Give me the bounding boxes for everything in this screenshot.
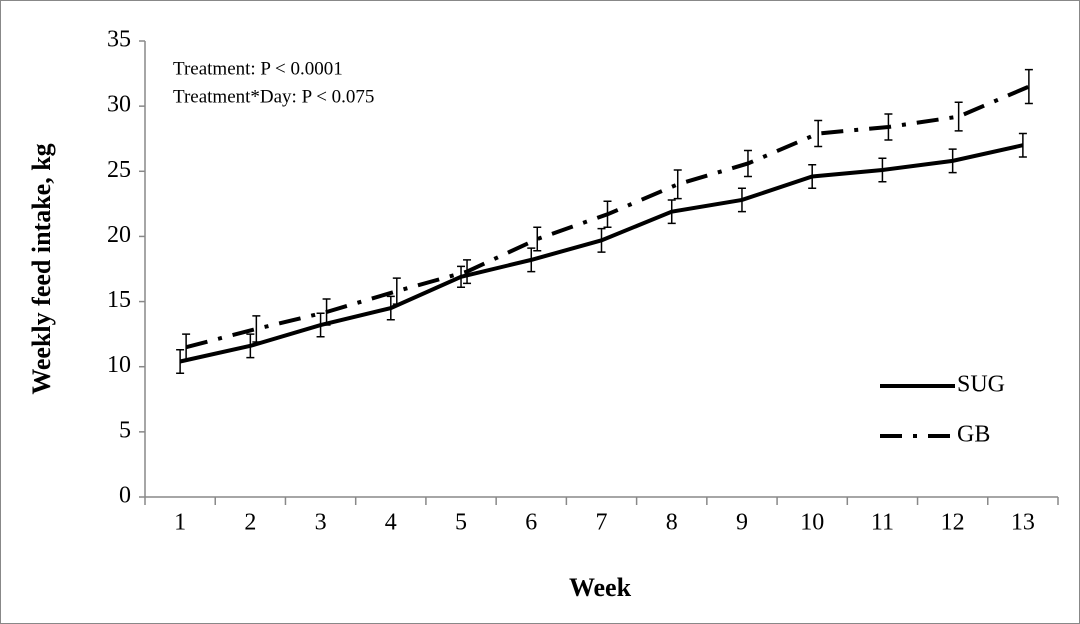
y-tick-label: 20: [107, 222, 131, 248]
x-tick-label: 2: [244, 510, 256, 536]
y-tick-label: 35: [107, 27, 131, 53]
x-tick-label: 7: [596, 510, 608, 536]
y-tick-label: 30: [107, 92, 131, 118]
y-tick-label: 5: [119, 417, 131, 443]
error-bar: [252, 315, 261, 343]
series-line: [179, 143, 1024, 364]
y-tick-label: 15: [107, 287, 131, 313]
y-tick-label: 25: [107, 157, 131, 183]
error-bar: [182, 333, 191, 361]
x-tick-label: 1: [174, 510, 186, 536]
error-bar: [1024, 68, 1033, 105]
y-tick-label: 0: [119, 483, 131, 509]
x-tick-label: 8: [666, 510, 678, 536]
x-tick-label: 4: [385, 510, 397, 536]
legend-label: SUG: [957, 372, 1005, 398]
error-bar: [673, 169, 682, 200]
x-tick-label: 6: [525, 510, 537, 536]
x-tick-label: 9: [736, 510, 748, 536]
x-tick-label: 5: [455, 510, 467, 536]
error-bar: [814, 119, 823, 148]
error-bar: [533, 226, 542, 252]
x-tick-label: 13: [1011, 510, 1035, 536]
series-line: [185, 84, 1030, 350]
annotation: Treatment*Day: P < 0.075: [173, 86, 374, 107]
x-axis-title: Week: [569, 573, 632, 602]
error-bar: [392, 277, 401, 305]
x-tick-label: 11: [871, 510, 894, 536]
x-tick-label: 12: [941, 510, 965, 536]
legend-label: GB: [957, 422, 990, 448]
y-tick-label: 10: [107, 352, 131, 378]
error-bar: [954, 101, 963, 132]
annotation: Treatment: P < 0.0001: [173, 58, 343, 79]
error-bar: [176, 349, 185, 374]
x-tick-label: 3: [315, 510, 327, 536]
x-tick-label: 10: [800, 510, 824, 536]
y-axis-title: Weekly feed intake, kg: [27, 143, 56, 394]
